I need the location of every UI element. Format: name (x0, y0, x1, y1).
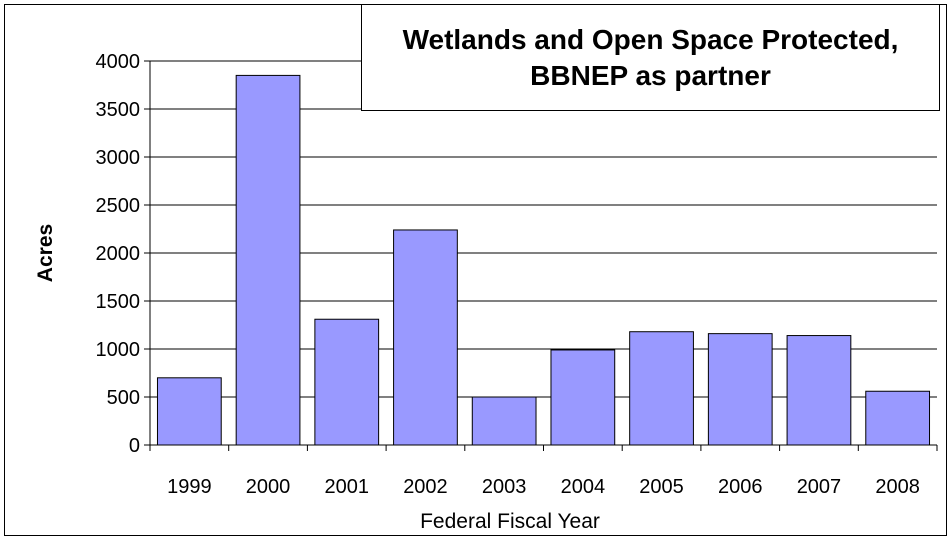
bar-2002 (393, 229, 458, 446)
y-tick-label: 2000 (96, 243, 141, 265)
x-tick-label: 2006 (718, 476, 763, 498)
bar-2007 (786, 335, 852, 446)
y-axis-title: Acres (34, 224, 57, 282)
y-tick-label: 500 (107, 387, 140, 409)
x-tick-label: 2004 (561, 476, 606, 498)
x-tick-label: 2002 (403, 476, 448, 498)
y-tick-label: 0 (129, 435, 140, 457)
bar-1999 (156, 377, 222, 446)
x-tick-label: 2003 (482, 476, 527, 498)
x-tick-labels: 1999 2000 2001 2002 2003 2004 2005 2006 2007 2008 (149, 445, 938, 498)
chart-title-box: Wetlands and Open Space Protected, BBNEP… (361, 4, 940, 111)
x-tick-label: 2007 (797, 476, 842, 498)
x-axis-title: Federal Fiscal Year (420, 510, 600, 533)
y-tick-labels: 0 500 1000 1500 2000 2500 3000 3500 4000 (96, 51, 150, 457)
x-tick-label: 1999 (167, 476, 212, 498)
bar-2003 (471, 396, 537, 446)
y-tick-label: 1000 (96, 339, 141, 361)
bar-2005 (629, 331, 694, 446)
y-tick-label: 3500 (96, 99, 141, 121)
bar-2001 (314, 318, 380, 446)
bars (156, 74, 931, 446)
chart-title-line-1: Wetlands and Open Space Protected, (402, 23, 899, 55)
chart-title-line-2: BBNEP as partner (530, 59, 771, 91)
y-tick-label: 2500 (96, 195, 141, 217)
x-tick-label: 2005 (639, 476, 684, 498)
bar-2000 (235, 74, 301, 446)
x-tick-label: 2000 (246, 476, 291, 498)
bar-2004 (550, 349, 616, 446)
y-tick-label: 4000 (96, 51, 141, 73)
bar-2008 (865, 390, 931, 446)
x-tick-label: 2008 (875, 476, 920, 498)
y-tick-label: 1500 (96, 291, 141, 313)
bar-2006 (707, 333, 773, 446)
y-tick-label: 3000 (96, 147, 141, 169)
x-tick-label: 2001 (325, 476, 370, 498)
